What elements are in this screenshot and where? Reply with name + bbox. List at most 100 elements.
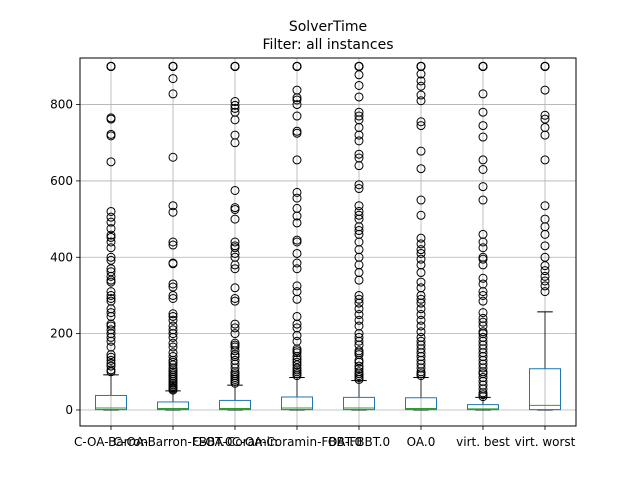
outlier-point [292,61,302,71]
outlier-point [416,96,426,106]
outlier-point [168,279,178,289]
y-tick-label: 0 [65,403,73,417]
outlier-point [168,89,178,99]
outlier-point [230,283,240,293]
outlier-point [478,132,488,142]
outlier-point [540,61,550,71]
outlier-point [168,259,178,269]
outlier-point [230,100,240,110]
outlier-point [106,287,116,297]
outlier-point [292,348,302,358]
outlier-point [540,281,550,291]
outlier-point [478,61,488,71]
outlier-point [354,374,364,384]
outlier-point [168,315,178,325]
outlier-point [230,248,240,258]
outlier-point [416,117,426,127]
grid-layer [80,58,576,426]
outlier-point [106,290,116,300]
outlier-point [168,342,178,352]
outlier-point [354,161,364,171]
outlier-point [416,254,426,264]
outlier-point [354,130,364,140]
outlier-point [540,130,550,140]
outlier-point [292,331,302,341]
outlier-point [540,155,550,165]
outlier-point [478,287,488,297]
outlier-point [478,308,488,318]
outlier-point [292,218,302,228]
outlier-point [478,296,488,306]
outlier-point [106,336,116,346]
outlier-point [106,293,116,303]
outlier-point [478,155,488,165]
outlier-point [354,111,364,121]
outlier-point [168,290,178,300]
box-layer [95,61,561,411]
x-tick-label: OA.0 [407,435,436,449]
outlier-point [292,111,302,121]
x-tick-label: C-OA-Barron [74,435,148,449]
outlier-point [230,237,240,247]
outlier-point [230,346,240,356]
outlier-point [416,268,426,278]
outlier-point [230,260,240,270]
outlier-point [416,69,426,79]
outlier-point [292,360,302,370]
outlier-point [106,230,116,240]
outlier-point [168,309,178,319]
outlier-point [416,304,426,314]
outlier-point [540,266,550,276]
box-iqr [157,401,189,411]
outlier-point [168,237,178,247]
outlier-point [292,193,302,203]
outlier-point [416,245,426,255]
box-iqr [219,399,251,411]
outlier-point [540,276,550,286]
outlier-point [478,363,488,373]
outlier-point [540,271,550,281]
outlier-point [292,95,302,105]
outlier-point [478,164,488,174]
outlier-point [106,332,116,342]
outlier-point [292,294,302,304]
outlier-point [354,184,364,194]
outlier-point [354,70,364,80]
outlier-point [230,138,240,148]
outlier-point [416,195,426,205]
outlier-point [168,61,178,71]
box-iqr [281,396,313,411]
x-tick-label: virt. best [456,435,510,449]
outlier-point [230,205,240,215]
outlier-point [168,152,178,162]
outlier-point [106,252,116,262]
box-iqr [95,394,127,411]
y-tick-label: 600 [50,174,73,188]
box-group [219,61,251,411]
outlier-point [292,281,302,291]
outlier-point [230,378,240,388]
outlier-point [478,195,488,205]
outlier-point [168,207,178,217]
outlier-point [540,241,550,251]
outlier-point [292,237,302,247]
outlier-point [416,277,426,287]
outlier-point [416,298,426,308]
outlier-point [106,157,116,167]
outlier-point [540,229,550,239]
box-group [467,61,499,411]
outlier-point [416,164,426,174]
x-tick-label: virt. worst [515,435,576,449]
outlier-point [230,103,240,113]
axis-layer: 0 200 400 600 800 C-OA-BarronC-OA-Barron-FBBT… [50,98,576,449]
outlier-point [230,264,240,274]
box-group [95,61,127,411]
outlier-point [230,319,240,329]
outlier-point [168,329,178,339]
outlier-point [168,338,178,348]
outlier-point [416,239,426,249]
outlier-point [230,323,240,333]
outlier-point [354,136,364,146]
